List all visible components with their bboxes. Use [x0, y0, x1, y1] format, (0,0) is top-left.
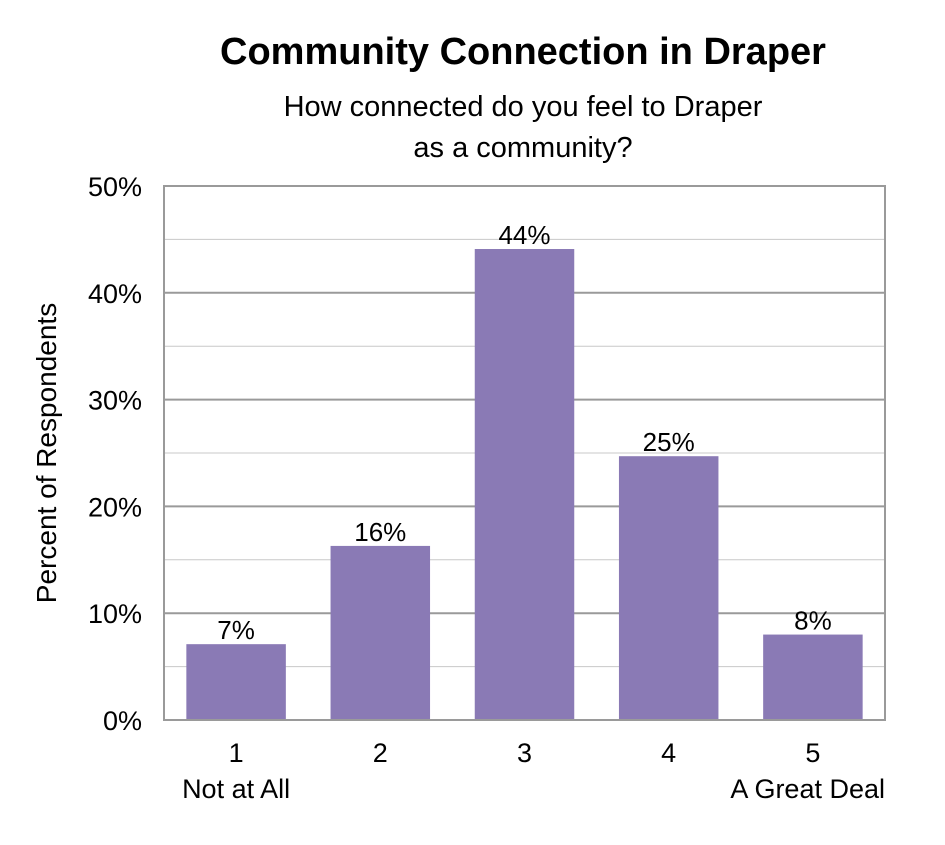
x-tick-label-3: 3 — [517, 738, 532, 768]
y-tick-label: 40% — [88, 279, 142, 309]
x-tick-sublabel-5: A Great Deal — [730, 774, 885, 804]
chart-subtitle-line-1: How connected do you feel to Draper — [284, 91, 763, 123]
y-tick-label: 20% — [88, 492, 142, 522]
chart-title: Community Connection in Draper — [220, 31, 826, 73]
x-axis-ticks: 1 Not at All 2 3 4 5 A Great Deal — [182, 738, 885, 804]
bar-5 — [763, 634, 863, 720]
data-label-5: 8% — [794, 606, 832, 636]
plot-area-border — [163, 185, 886, 721]
y-tick-label: 50% — [88, 172, 142, 202]
bars — [186, 249, 863, 720]
y-tick-label: 10% — [88, 599, 142, 629]
data-label-3: 44% — [498, 220, 550, 250]
y-tick-label: 0% — [103, 706, 142, 736]
x-tick-label-1: 1 — [229, 738, 244, 768]
y-tick-label: 30% — [88, 386, 142, 416]
y-axis-title: Percent of Respondents — [31, 303, 62, 603]
data-label-2: 16% — [354, 517, 406, 547]
x-tick-sublabel-1: Not at All — [182, 774, 290, 804]
chart-subtitle-line-2: as a community? — [413, 132, 632, 164]
bar-3 — [474, 249, 575, 720]
x-tick-label-5: 5 — [805, 738, 820, 768]
x-tick-label-4: 4 — [661, 738, 676, 768]
bar-1 — [186, 644, 286, 720]
data-labels: 7% 16% 44% 25% 8% — [217, 220, 831, 645]
y-axis-ticks: 0% 10% 20% 30% 40% 50% — [88, 172, 142, 736]
x-tick-label-2: 2 — [373, 738, 388, 768]
data-label-1: 7% — [217, 615, 255, 645]
bar-4 — [618, 456, 719, 720]
data-label-4: 25% — [643, 427, 695, 457]
bar-2 — [330, 545, 431, 720]
